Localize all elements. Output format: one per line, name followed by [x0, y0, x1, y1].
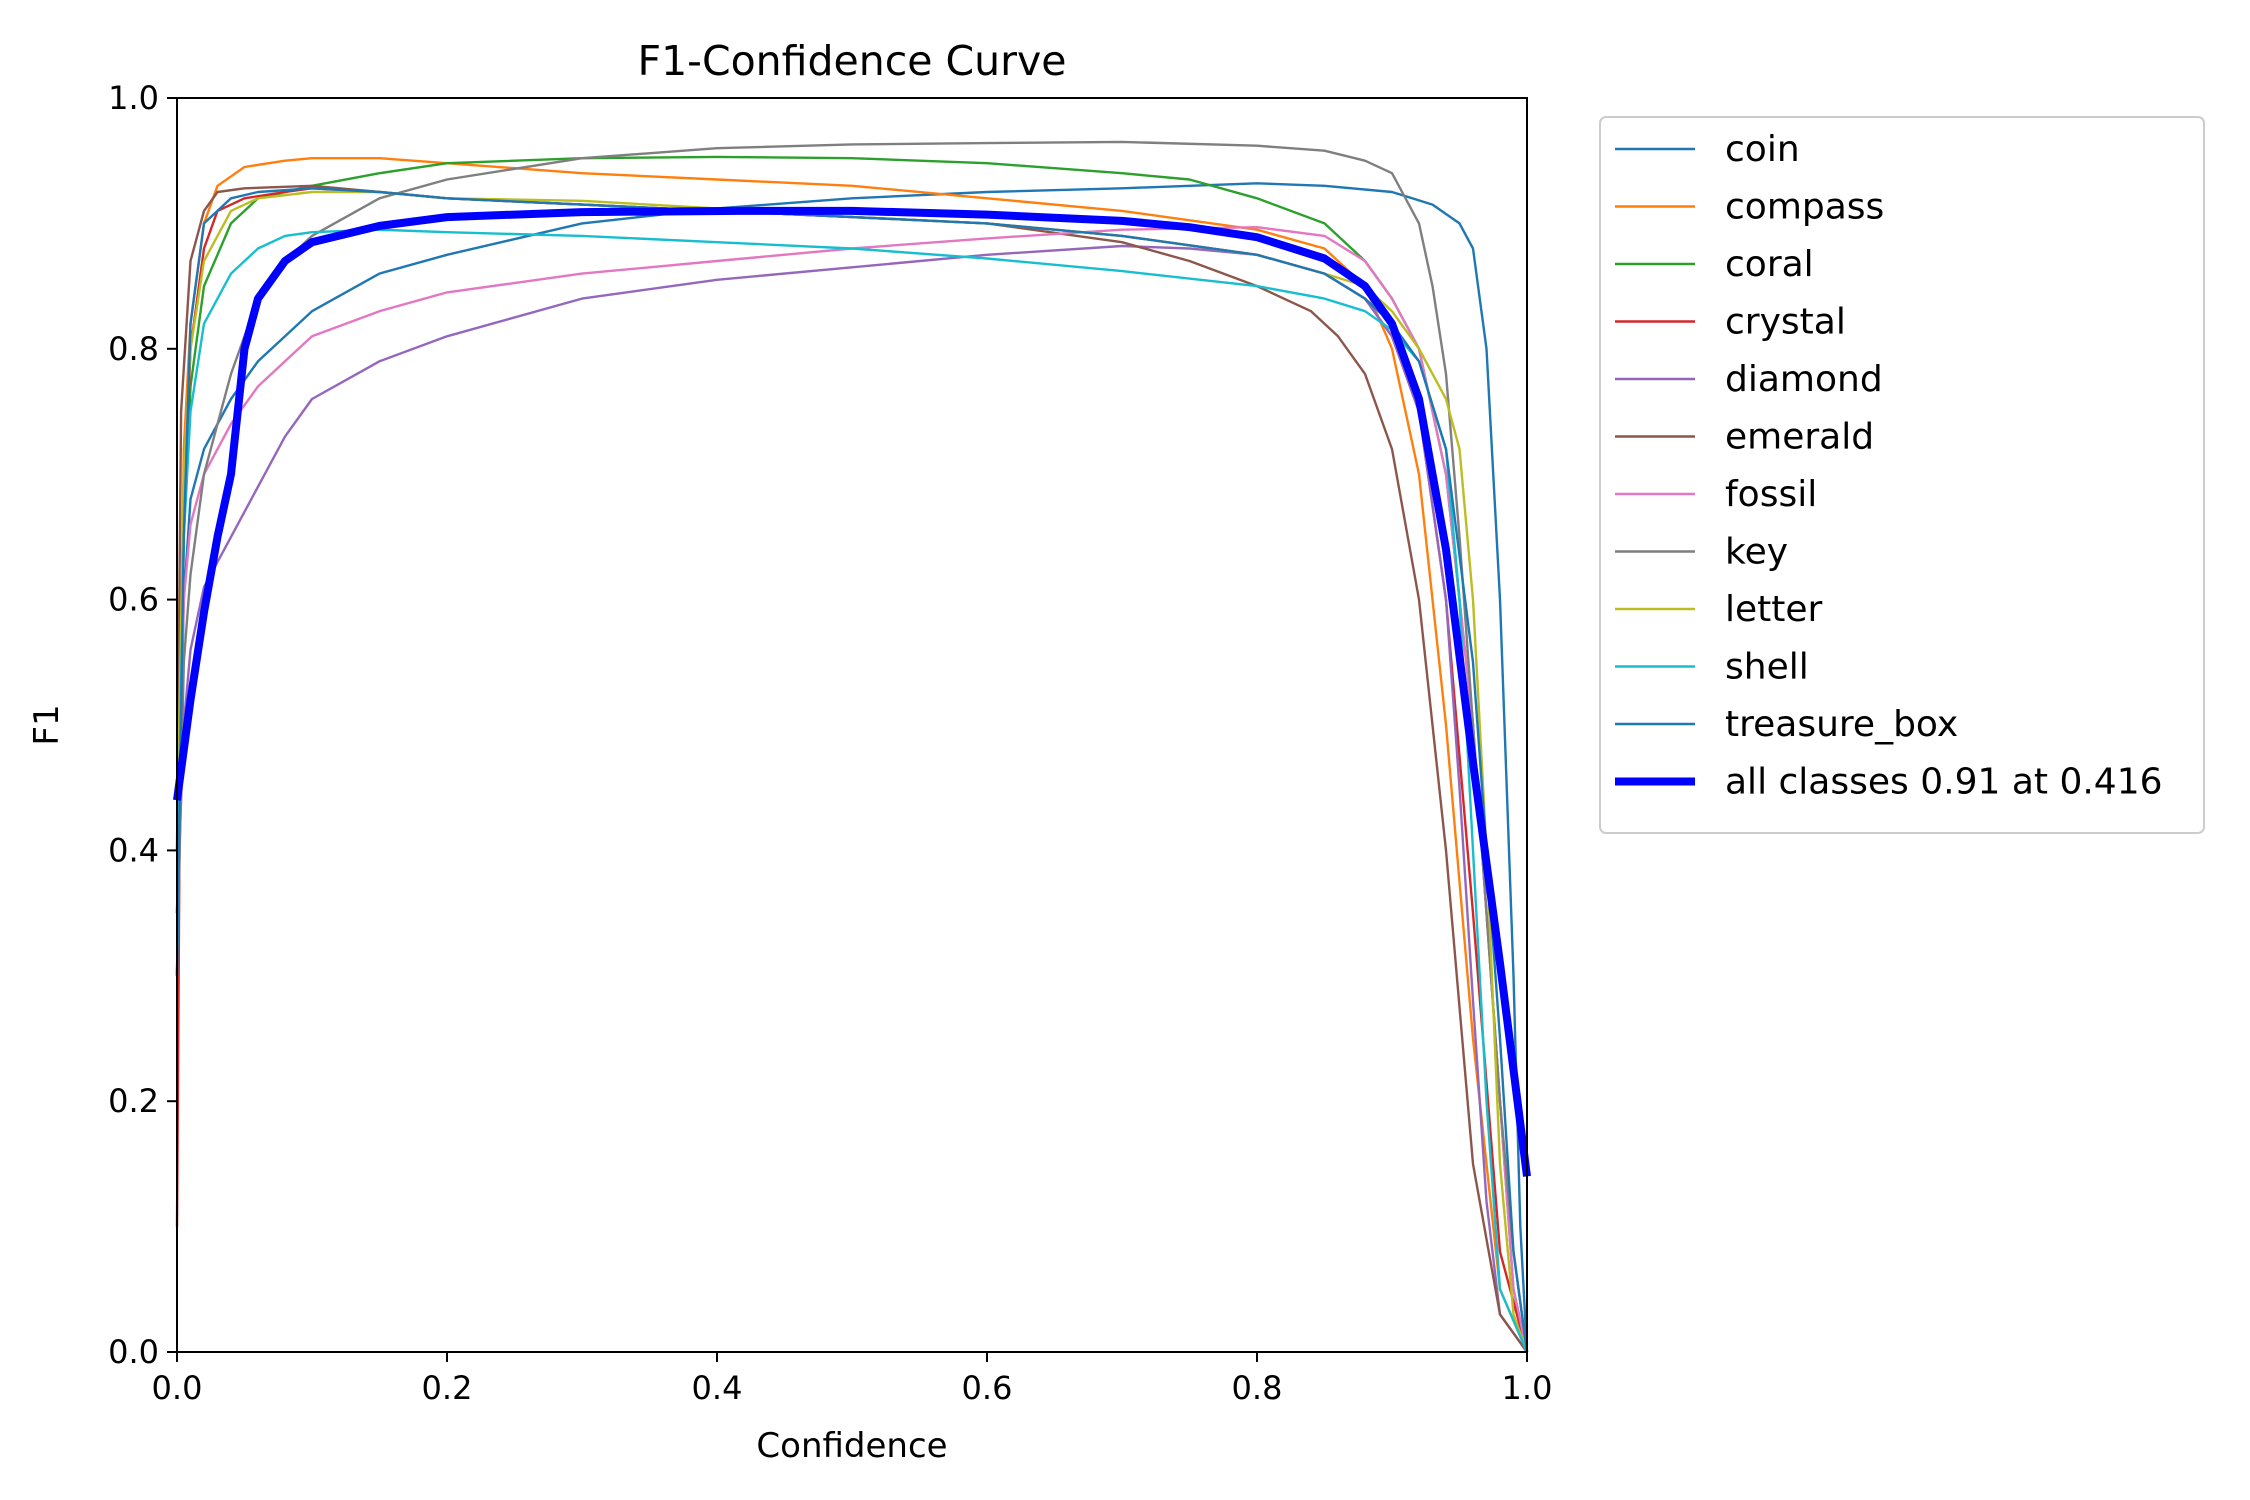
- series-line-letter: [175, 190, 1529, 1353]
- legend-box: [1599, 116, 2205, 834]
- chart-title: F1-Confidence Curve: [638, 37, 1067, 85]
- x-tick-label: 0.0: [152, 1369, 203, 1407]
- x-tick-label: 0.8: [1232, 1369, 1283, 1407]
- series-line-all-classes-0-91-at-0-416: [173, 206, 1531, 1177]
- y-tick-label: 1.0: [108, 79, 159, 117]
- series-line-diamond: [175, 244, 1528, 1353]
- x-tick-label: 0.6: [962, 1369, 1013, 1407]
- y-axis-ticks: 0.0 0.2 0.4 0.6 0.8 1.0: [108, 79, 177, 1371]
- legend-label: fossil: [1725, 474, 1817, 515]
- x-tick-label: 0.2: [422, 1369, 473, 1407]
- series-line-fossil: [175, 226, 1529, 1353]
- series-line-treasure-box: [175, 187, 1529, 1353]
- plot-frame: [176, 97, 1528, 1353]
- y-tick-label: 0.4: [108, 831, 159, 869]
- legend-label: coral: [1725, 244, 1814, 285]
- series-line-crystal: [175, 187, 1529, 1353]
- series-layer: [173, 140, 1531, 1353]
- x-tick-label: 1.0: [1502, 1369, 1553, 1407]
- y-tick-label: 0.6: [108, 581, 159, 619]
- legend-label: compass: [1725, 187, 1884, 228]
- legend-label: crystal: [1725, 302, 1846, 343]
- y-tick-label: 0.0: [108, 1333, 159, 1371]
- series-line-coin: [175, 182, 1529, 1353]
- y-tick-label: 0.8: [108, 330, 159, 368]
- y-tick-label: 0.2: [108, 1082, 159, 1120]
- legend-items: coin compass coral crystal diamond emerald fos…: [1615, 129, 2163, 803]
- x-axis-ticks: 0.0 0.2 0.4 0.6 0.8 1.0: [152, 1352, 1553, 1407]
- legend-label: shell: [1725, 647, 1809, 688]
- legend-label: coin: [1725, 129, 1800, 170]
- y-axis-title: F1: [27, 704, 67, 745]
- legend-label: diamond: [1725, 359, 1883, 400]
- legend-label: all classes 0.91 at 0.416: [1725, 762, 2163, 803]
- series-line-shell: [175, 228, 1529, 1353]
- legend-label: treasure_box: [1725, 704, 1958, 745]
- legend-label: emerald: [1725, 417, 1874, 458]
- x-tick-label: 0.4: [692, 1369, 743, 1407]
- legend-label: letter: [1725, 589, 1823, 630]
- series-line-coral: [175, 155, 1529, 1353]
- x-axis-title: Confidence: [756, 1426, 947, 1466]
- legend-label: key: [1725, 532, 1788, 573]
- series-line-compass: [175, 157, 1529, 1353]
- legend: coin compass coral crystal diamond emerald fos…: [1599, 116, 2205, 834]
